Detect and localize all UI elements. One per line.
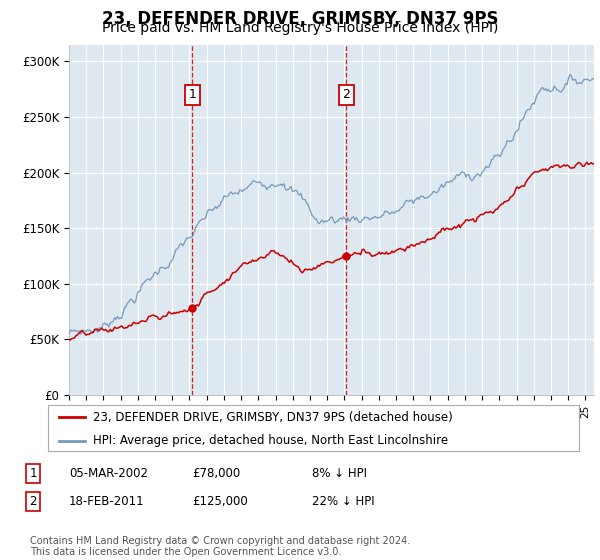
Text: 23, DEFENDER DRIVE, GRIMSBY, DN37 9PS (detached house): 23, DEFENDER DRIVE, GRIMSBY, DN37 9PS (d… [93,411,453,424]
Text: 23, DEFENDER DRIVE, GRIMSBY, DN37 9PS: 23, DEFENDER DRIVE, GRIMSBY, DN37 9PS [102,10,498,27]
Text: 8% ↓ HPI: 8% ↓ HPI [312,466,367,480]
Text: 1: 1 [188,88,196,101]
Text: 05-MAR-2002: 05-MAR-2002 [69,466,148,480]
Text: Price paid vs. HM Land Registry's House Price Index (HPI): Price paid vs. HM Land Registry's House … [102,21,498,35]
Text: HPI: Average price, detached house, North East Lincolnshire: HPI: Average price, detached house, Nort… [93,434,448,447]
Text: 1: 1 [29,466,37,480]
Text: £78,000: £78,000 [192,466,240,480]
Text: Contains HM Land Registry data © Crown copyright and database right 2024.
This d: Contains HM Land Registry data © Crown c… [30,535,410,557]
Text: 2: 2 [29,494,37,508]
Text: 18-FEB-2011: 18-FEB-2011 [69,494,145,508]
Text: £125,000: £125,000 [192,494,248,508]
Text: 2: 2 [343,88,350,101]
Text: 22% ↓ HPI: 22% ↓ HPI [312,494,374,508]
